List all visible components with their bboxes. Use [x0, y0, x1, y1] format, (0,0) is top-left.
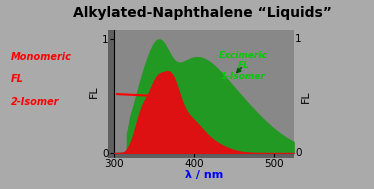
- Text: FL: FL: [301, 90, 310, 102]
- Polygon shape: [108, 153, 294, 158]
- Text: FL: FL: [11, 74, 24, 84]
- Text: Alkylated-Naphthalene “Liquids”: Alkylated-Naphthalene “Liquids”: [73, 6, 331, 20]
- Y-axis label: FL: FL: [89, 85, 99, 98]
- Text: Excimeric
FL
1-Isomer: Excimeric FL 1-Isomer: [219, 51, 268, 81]
- Text: 1: 1: [295, 34, 302, 44]
- Text: Monomeric: Monomeric: [11, 52, 72, 62]
- X-axis label: λ / nm: λ / nm: [185, 170, 223, 180]
- Text: 2-Isomer: 2-Isomer: [11, 97, 59, 107]
- Text: 0: 0: [295, 148, 302, 158]
- Polygon shape: [108, 30, 114, 158]
